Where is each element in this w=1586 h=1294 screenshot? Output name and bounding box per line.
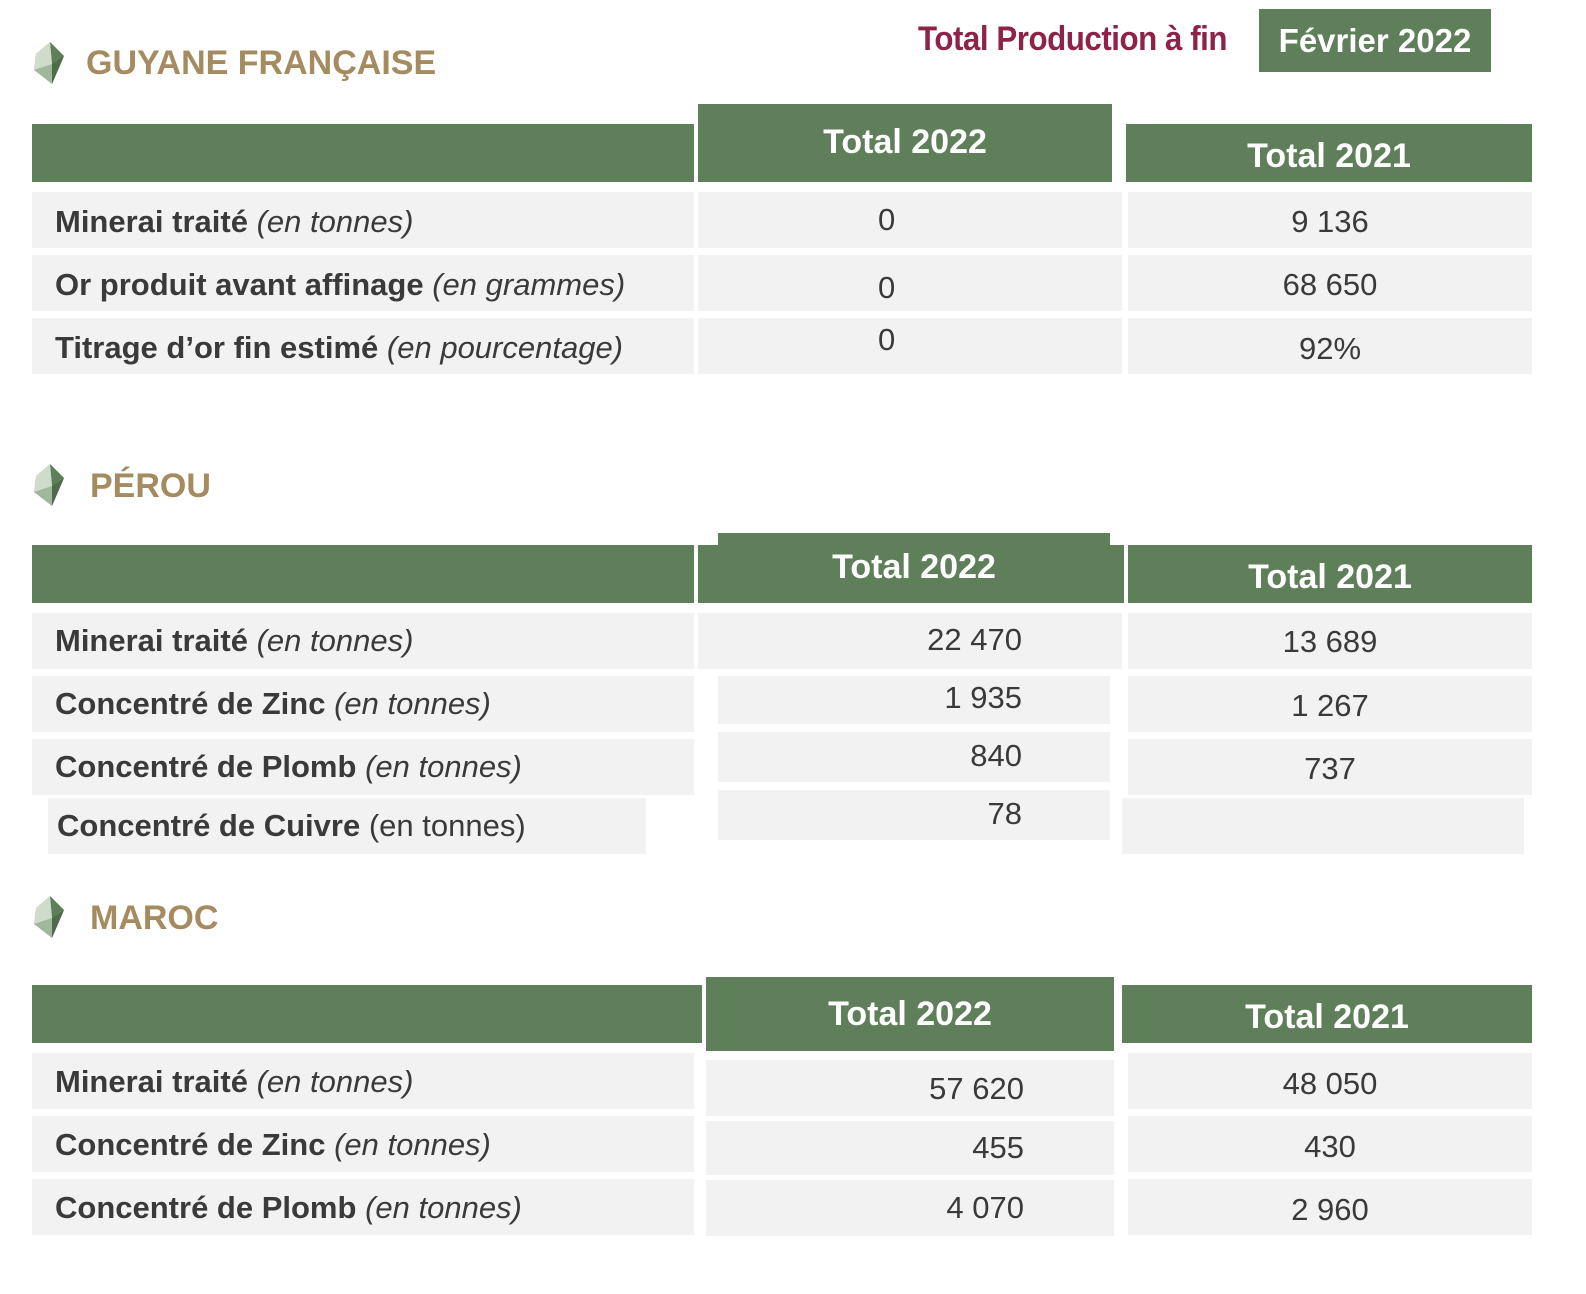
row-bg: [706, 1121, 1114, 1175]
gem-icon: [34, 464, 64, 506]
row-bg: [48, 798, 646, 854]
row-label: Concentré de Plomb (en tonnes): [55, 1190, 522, 1225]
value-2021: 430: [1304, 1129, 1356, 1164]
row-bg: [32, 1116, 694, 1172]
header-total-2021: Total 2021: [1128, 545, 1532, 603]
row-label: Concentré de Zinc (en tonnes): [55, 686, 491, 721]
gem-icon: [34, 896, 64, 938]
row-label: Minerai traité (en tonnes): [55, 1064, 414, 1099]
value-2021: 737: [1304, 751, 1356, 786]
section-title-maroc: MAROC: [90, 899, 219, 937]
header-total-2022: Total 2022: [706, 977, 1114, 1051]
value-2022: 4 070: [946, 1190, 1024, 1225]
banner-date: Février 2022: [1259, 9, 1491, 72]
row-bg: [32, 192, 694, 248]
value-2021: 1 267: [1291, 688, 1369, 723]
row-bg: [698, 192, 1122, 248]
value-2022: 0: [878, 270, 896, 305]
value-2021: 68 650: [1282, 267, 1378, 302]
header-blank: [32, 124, 694, 182]
row-label: Minerai traité (en tonnes): [55, 623, 414, 658]
row-bg: [1128, 1053, 1532, 1109]
value-2022: 0: [878, 202, 896, 237]
row-bg: [706, 1180, 1114, 1236]
value-2022: 78: [987, 796, 1022, 831]
value-2021: 92%: [1298, 331, 1362, 366]
value-2021: 2 960: [1291, 1192, 1369, 1227]
row-bg: [32, 255, 694, 311]
value-2021: 13 689: [1282, 624, 1378, 659]
value-2021: 48 050: [1282, 1066, 1378, 1101]
row-label: Minerai traité (en tonnes): [55, 204, 414, 239]
row-label: Concentré de Zinc (en tonnes): [55, 1127, 491, 1162]
row-bg: [32, 676, 694, 732]
value-2022: 840: [970, 738, 1022, 773]
row-bg: [718, 676, 1110, 724]
row-label: Concentré de Plomb (en tonnes): [55, 749, 522, 784]
row-bg: [1128, 1116, 1532, 1172]
value-2022: 0: [878, 322, 896, 357]
row-bg: [32, 1179, 694, 1235]
value-2022: 455: [972, 1130, 1024, 1165]
value-2022: 22 470: [927, 622, 1022, 657]
header-blank: [32, 985, 702, 1043]
row-bg: [718, 732, 1110, 782]
row-bg: [1128, 676, 1532, 732]
value-2022: 1 935: [944, 680, 1022, 715]
row-bg: [1128, 739, 1532, 795]
row-bg: [1128, 318, 1532, 374]
row-bg: [1128, 613, 1532, 669]
row-bg: [1122, 798, 1524, 854]
row-label: Or produit avant affinage (en grammes): [55, 267, 626, 302]
row-bg: [706, 1060, 1114, 1116]
header-total-2022: Total 2022: [698, 104, 1112, 182]
row-bg: [698, 613, 1122, 669]
row-bg: [1128, 192, 1532, 248]
header-gap: [1112, 122, 1120, 182]
value-2021: 9 136: [1291, 204, 1369, 239]
header-total-2021: Total 2021: [1122, 985, 1532, 1043]
header-blank: [32, 545, 694, 603]
gem-icon: [34, 42, 64, 84]
section-title-perou: PÉROU: [90, 467, 211, 505]
row-label: Concentré de Cuivre (en tonnes): [57, 808, 526, 843]
row-bg: [32, 318, 694, 374]
header-total-2022: Total 2022: [718, 533, 1110, 603]
value-2022: 57 620: [929, 1071, 1024, 1106]
row-bg: [32, 613, 694, 669]
header-total-2021: Total 2021: [1126, 124, 1532, 182]
row-bg: [718, 790, 1110, 840]
row-label: Titrage d’or fin estimé (en pourcentage): [55, 330, 624, 365]
row-bg: [32, 1053, 694, 1109]
row-bg: [698, 318, 1122, 374]
banner-label: Total Production à fin: [918, 20, 1228, 58]
row-bg: [1128, 1179, 1532, 1235]
section-title-guyane: GUYANE FRANÇAISE: [86, 44, 437, 82]
row-bg: [1128, 255, 1532, 311]
row-bg: [32, 739, 694, 795]
row-bg: [698, 255, 1122, 311]
